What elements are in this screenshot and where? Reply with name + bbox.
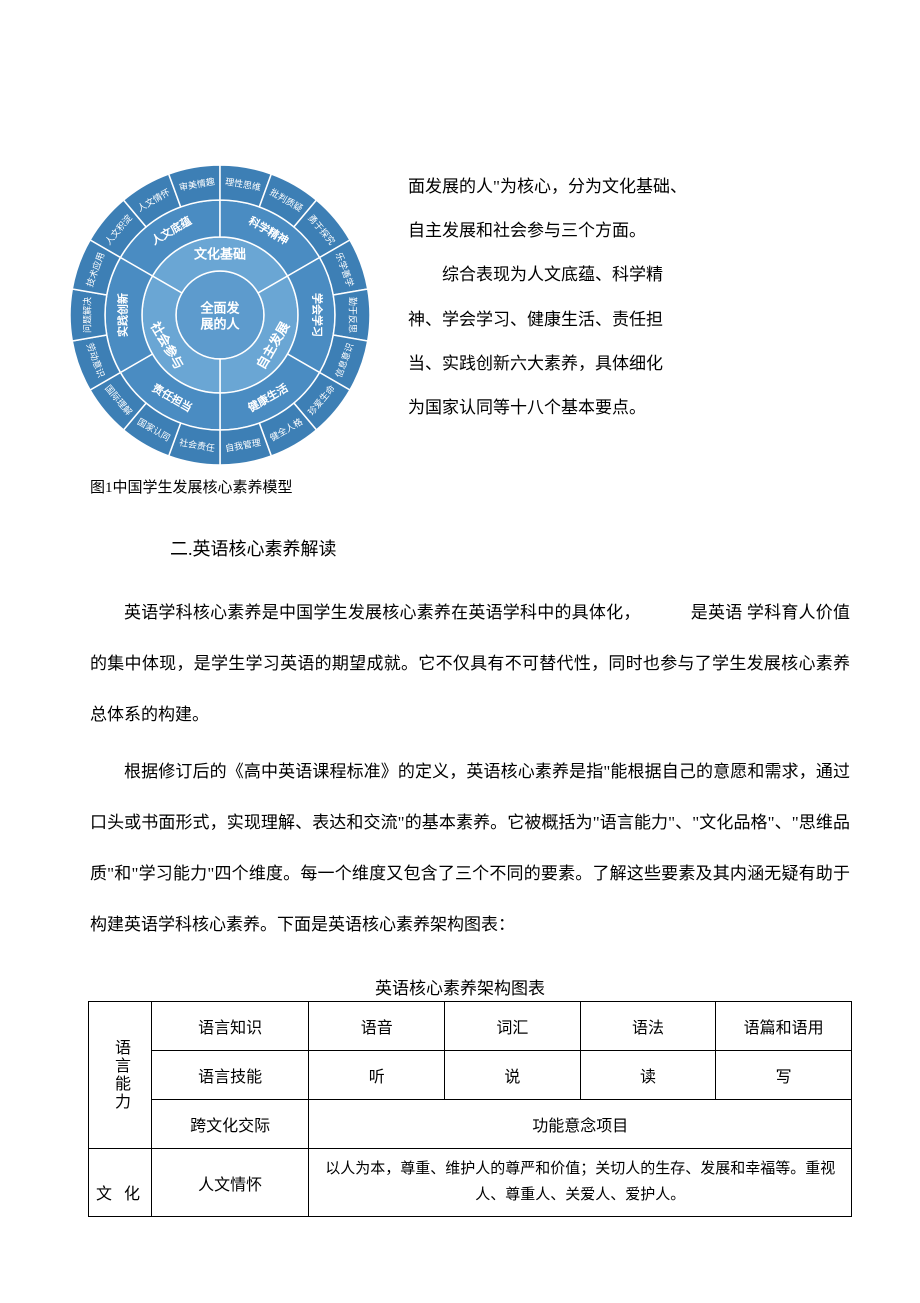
row-group-head: 文 化 xyxy=(89,1149,152,1217)
cell: 听 xyxy=(309,1051,445,1100)
cell: 写 xyxy=(716,1051,852,1100)
paragraph-1: 英语学科核心素养是中国学生发展核心素养在英语学科中的具体化，是英语 学科育人价值… xyxy=(90,587,850,740)
literacy-framework-table: 语言能力 语言知识 语音 词汇 语法 语篇和语用 语言技能 听 说 读 写 跨文… xyxy=(88,1001,852,1217)
side-line: 自主发展和社会参与三个方面。 xyxy=(408,209,860,253)
side-line: 面发展的人"为核心，分为文化基础、 xyxy=(408,165,860,209)
table-row: 跨文化交际 功能意念项目 xyxy=(89,1100,852,1149)
body-text: 英语学科核心素养是中国学生发展核心素养在英语学科中的具体化，是英语 学科育人价值… xyxy=(60,587,860,950)
svg-text:文化基础: 文化基础 xyxy=(194,247,246,262)
side-line: 当、实践创新六大素养，具体细化 xyxy=(408,342,860,386)
svg-text:展的人: 展的人 xyxy=(200,317,240,332)
side-line: 为国家认同等十八个基本要点。 xyxy=(408,386,860,430)
table-row: 语言能力 语言知识 语音 词汇 语法 语篇和语用 xyxy=(89,1002,852,1051)
chart-wrapper: 全面发展的人文化基础自主发展社会参与人文底蕴科学精神学会学习健康生活责任担当实践… xyxy=(60,160,400,497)
side-line: 综合表现为人文底蕴、科学精 xyxy=(408,253,860,297)
table-row: 语言技能 听 说 读 写 xyxy=(89,1051,852,1100)
svg-text:学会学习: 学会学习 xyxy=(311,293,325,337)
figure-caption: 图1中国学生发展核心素养模型 xyxy=(60,476,400,497)
desc-cell: 以人为本，尊重、维护人的尊严和价值；关切人的生存、发展和幸福等。重视人、尊重人、… xyxy=(309,1149,852,1217)
cell: 词汇 xyxy=(445,1002,581,1051)
svg-text:勤于反思: 勤于反思 xyxy=(348,297,359,333)
row-label: 语言技能 xyxy=(151,1051,308,1100)
svg-text:问题解决: 问题解决 xyxy=(82,297,93,333)
merged-cell: 功能意念项目 xyxy=(309,1100,852,1149)
row-group-head: 语言能力 xyxy=(89,1002,152,1149)
svg-text:全面发: 全面发 xyxy=(199,301,240,316)
cell: 语音 xyxy=(309,1002,445,1051)
figure-block: 全面发展的人文化基础自主发展社会参与人文底蕴科学精神学会学习健康生活责任担当实践… xyxy=(60,160,860,497)
cell: 语法 xyxy=(580,1002,716,1051)
table-caption: 英语核心素养架构图表 xyxy=(60,974,860,999)
para1-part-b: 是英语 xyxy=(691,603,743,622)
side-text-block: 面发展的人"为核心，分为文化基础、 自主发展和社会参与三个方面。 综合表现为人文… xyxy=(400,160,860,430)
cell: 语篇和语用 xyxy=(716,1002,852,1051)
row-label: 语言知识 xyxy=(151,1002,308,1051)
side-line: 神、学会学习、健康生活、责任担 xyxy=(408,298,860,342)
row-label: 人文情怀 xyxy=(151,1149,308,1217)
core-literacy-wheel-chart: 全面发展的人文化基础自主发展社会参与人文底蕴科学精神学会学习健康生活责任担当实践… xyxy=(60,160,380,470)
row-label: 跨文化交际 xyxy=(151,1100,308,1149)
svg-text:实践创新: 实践创新 xyxy=(116,293,130,337)
table-row: 文 化 人文情怀 以人为本，尊重、维护人的尊严和价值；关切人的生存、发展和幸福等… xyxy=(89,1149,852,1217)
para1-part-a: 英语学科核心素养是中国学生发展核心素养在英语学科中的具体化， xyxy=(124,603,641,622)
cell: 读 xyxy=(580,1051,716,1100)
section-2-title: 二.英语核心素养解读 xyxy=(60,535,860,561)
cell: 说 xyxy=(445,1051,581,1100)
paragraph-2: 根据修订后的《高中英语课程标准》的定义，英语核心素养是指"能根据自己的意愿和需求… xyxy=(90,746,850,950)
